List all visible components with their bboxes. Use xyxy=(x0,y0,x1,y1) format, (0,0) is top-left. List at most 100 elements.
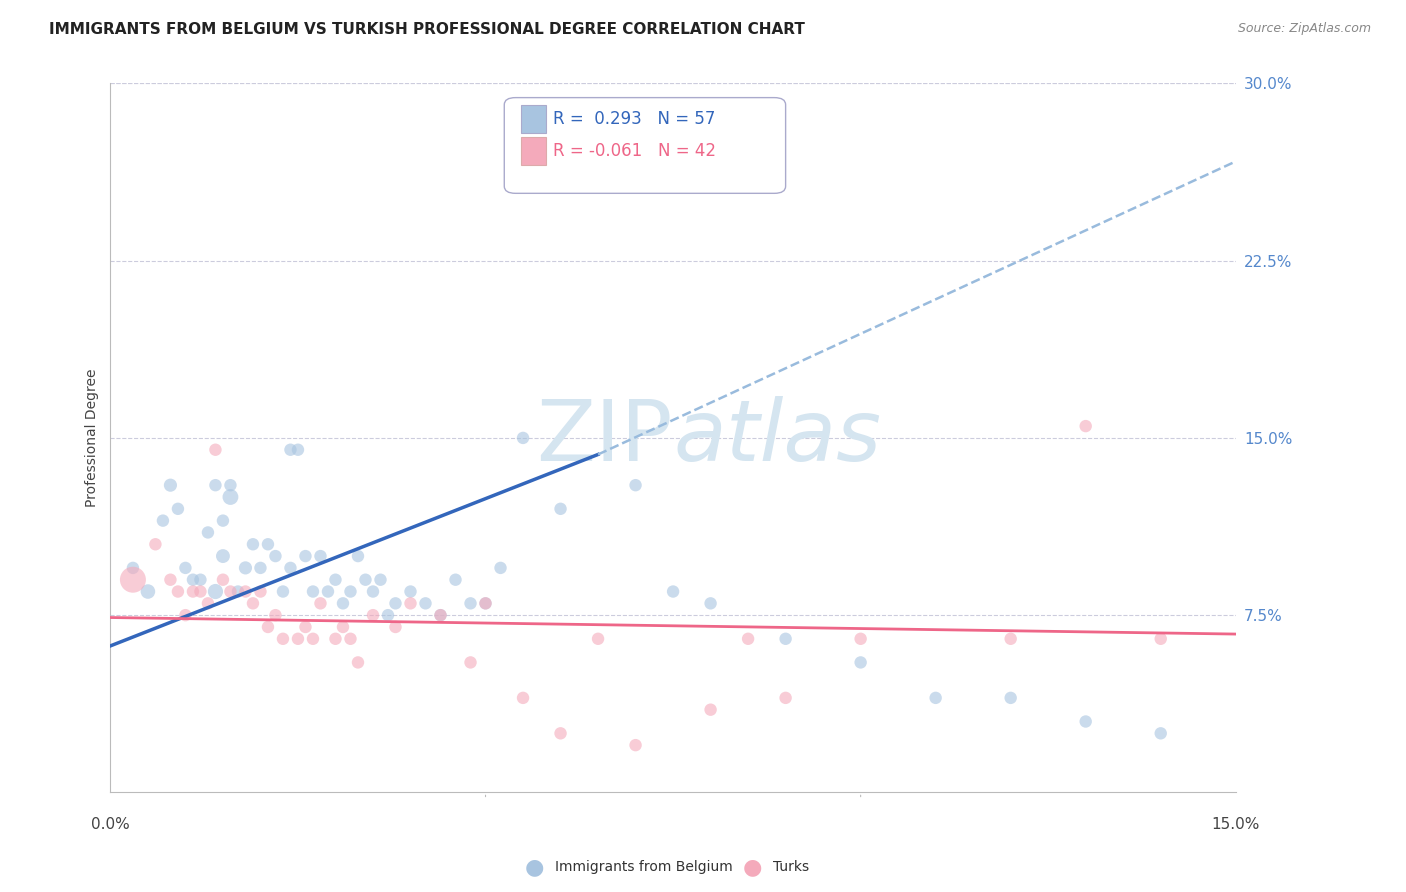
Point xyxy=(347,656,370,670)
Point xyxy=(1150,726,1173,740)
Point xyxy=(474,596,496,610)
Point xyxy=(122,561,145,575)
Point xyxy=(257,620,280,634)
Point xyxy=(361,608,384,623)
Point xyxy=(370,573,392,587)
Point xyxy=(460,596,482,610)
Point xyxy=(226,584,249,599)
Point xyxy=(1074,419,1097,434)
Point xyxy=(415,596,437,610)
Text: ●: ● xyxy=(742,857,762,877)
Point xyxy=(586,632,609,646)
Text: ZIP: ZIP xyxy=(537,396,673,479)
Point xyxy=(219,584,242,599)
Point xyxy=(429,608,451,623)
Point xyxy=(159,478,181,492)
Point xyxy=(1000,690,1022,705)
Point xyxy=(624,478,647,492)
Point xyxy=(775,690,797,705)
Point xyxy=(377,608,399,623)
Point xyxy=(384,596,406,610)
Point xyxy=(181,573,204,587)
Point xyxy=(235,584,257,599)
Point xyxy=(122,573,145,587)
Point xyxy=(512,690,534,705)
Text: Turks: Turks xyxy=(773,860,810,874)
Y-axis label: Professional Degree: Professional Degree xyxy=(86,368,100,508)
Point xyxy=(249,561,271,575)
Point xyxy=(332,620,354,634)
Point xyxy=(212,573,235,587)
Point xyxy=(159,573,181,587)
Point xyxy=(849,656,872,670)
Point xyxy=(167,584,190,599)
Point xyxy=(257,537,280,551)
Point xyxy=(219,478,242,492)
Point xyxy=(242,596,264,610)
Point xyxy=(174,561,197,575)
Point xyxy=(550,501,572,516)
Point xyxy=(444,573,467,587)
Point xyxy=(136,584,159,599)
Point xyxy=(181,584,204,599)
Point xyxy=(316,584,339,599)
Point xyxy=(586,136,609,150)
Point xyxy=(145,537,167,551)
Point xyxy=(361,584,384,599)
Point xyxy=(167,501,190,516)
FancyBboxPatch shape xyxy=(505,97,786,194)
Text: 0.0%: 0.0% xyxy=(91,817,129,832)
Point xyxy=(280,561,302,575)
Point xyxy=(775,632,797,646)
Point xyxy=(332,596,354,610)
Point xyxy=(264,549,287,563)
Point xyxy=(339,584,361,599)
Point xyxy=(309,549,332,563)
Point xyxy=(271,632,294,646)
Point xyxy=(737,632,759,646)
Text: R =  0.293   N = 57: R = 0.293 N = 57 xyxy=(553,110,716,128)
Point xyxy=(264,608,287,623)
Point xyxy=(849,632,872,646)
Bar xyxy=(522,136,546,165)
Point xyxy=(489,561,512,575)
Point xyxy=(212,514,235,528)
Text: ●: ● xyxy=(524,857,544,877)
Point xyxy=(339,632,361,646)
Point xyxy=(190,584,212,599)
Point xyxy=(174,608,197,623)
Point xyxy=(550,726,572,740)
Point xyxy=(1000,632,1022,646)
Point xyxy=(309,596,332,610)
Point xyxy=(271,584,294,599)
Point xyxy=(384,620,406,634)
Point xyxy=(347,549,370,563)
Text: 15.0%: 15.0% xyxy=(1212,817,1260,832)
Point xyxy=(197,596,219,610)
Point xyxy=(287,632,309,646)
Point xyxy=(1150,632,1173,646)
Point xyxy=(287,442,309,457)
Text: atlas: atlas xyxy=(673,396,882,479)
Point xyxy=(219,490,242,504)
Bar xyxy=(522,104,546,133)
Point xyxy=(512,431,534,445)
Point xyxy=(924,690,946,705)
Text: IMMIGRANTS FROM BELGIUM VS TURKISH PROFESSIONAL DEGREE CORRELATION CHART: IMMIGRANTS FROM BELGIUM VS TURKISH PROFE… xyxy=(49,22,806,37)
Point xyxy=(624,738,647,752)
Point xyxy=(204,478,226,492)
Point xyxy=(429,608,451,623)
Point xyxy=(190,573,212,587)
Text: R = -0.061   N = 42: R = -0.061 N = 42 xyxy=(553,142,716,160)
Text: Immigrants from Belgium: Immigrants from Belgium xyxy=(555,860,733,874)
Text: Source: ZipAtlas.com: Source: ZipAtlas.com xyxy=(1237,22,1371,36)
Point xyxy=(399,584,422,599)
Point xyxy=(294,620,316,634)
Point xyxy=(280,442,302,457)
Point xyxy=(235,561,257,575)
Point xyxy=(249,584,271,599)
Point xyxy=(152,514,174,528)
Point xyxy=(302,584,325,599)
Point xyxy=(699,703,721,717)
Point xyxy=(460,656,482,670)
